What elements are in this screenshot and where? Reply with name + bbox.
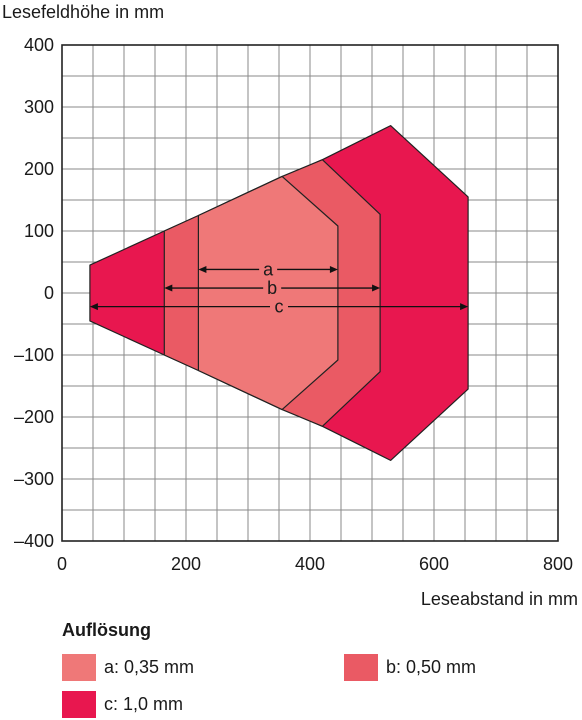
- x-tick-label: 0: [57, 554, 67, 574]
- legend-swatch-b: [344, 654, 378, 681]
- x-tick-label: 600: [419, 554, 449, 574]
- y-tick-label: –200: [14, 407, 54, 427]
- range-arrow-left: [198, 265, 207, 273]
- range-label-b: b: [267, 278, 277, 298]
- range-a: a: [198, 259, 338, 279]
- coverage-areas: [89, 124, 469, 461]
- y-tick-label: 400: [24, 35, 54, 55]
- x-axis-label: Leseabstand in mm: [421, 589, 578, 609]
- y-tick-label: 200: [24, 159, 54, 179]
- range-arrow-right: [460, 303, 469, 311]
- legend-item-a: a: 0,35 mm: [62, 654, 194, 681]
- legend-label-c: c: 1,0 mm: [104, 694, 184, 714]
- y-tick-label: –400: [14, 531, 54, 551]
- plot-frame: [61, 44, 559, 542]
- range-label-a: a: [263, 259, 274, 279]
- range-arrow-right: [329, 265, 338, 273]
- legend-swatch-c: [62, 691, 96, 718]
- y-tick-labels: 400 300 200 100 0 –100 –200 –300 –400: [14, 35, 54, 551]
- range-label-c: c: [275, 297, 284, 317]
- x-tick-labels: 0 200 400 600 800: [57, 554, 573, 574]
- chart: Lesefeldhöhe in mm abc 400 300 200 100 0 –100…: [2, 2, 578, 609]
- y-tick-label: 300: [24, 97, 54, 117]
- y-tick-label: 100: [24, 221, 54, 241]
- range-indicators: abc: [89, 259, 469, 317]
- legend: Auflösung a: 0,35 mm b: 0,50 mm c: 1,0 m…: [62, 620, 542, 720]
- range-c: c: [89, 297, 469, 317]
- range-arrow-right: [372, 284, 381, 292]
- y-tick-label: 0: [44, 283, 54, 303]
- y-tick-label: –100: [14, 345, 54, 365]
- legend-swatch-a: [62, 654, 96, 681]
- legend-item-c: c: 1,0 mm: [62, 691, 183, 718]
- legend-item-b: b: 0,50 mm: [344, 654, 476, 681]
- legend-label-a: a: 0,35 mm: [104, 657, 195, 677]
- range-arrow-left: [164, 284, 173, 292]
- y-tick-label: –300: [14, 469, 54, 489]
- x-tick-label: 800: [543, 554, 573, 574]
- x-tick-label: 400: [295, 554, 325, 574]
- legend-title: Auflösung: [62, 620, 151, 640]
- x-tick-label: 200: [171, 554, 201, 574]
- area-a: [197, 175, 339, 411]
- range-arrow-left: [89, 303, 98, 311]
- legend-label-b: b: 0,50 mm: [386, 657, 477, 677]
- y-axis-label: Lesefeldhöhe in mm: [2, 2, 164, 22]
- range-b: b: [164, 278, 381, 298]
